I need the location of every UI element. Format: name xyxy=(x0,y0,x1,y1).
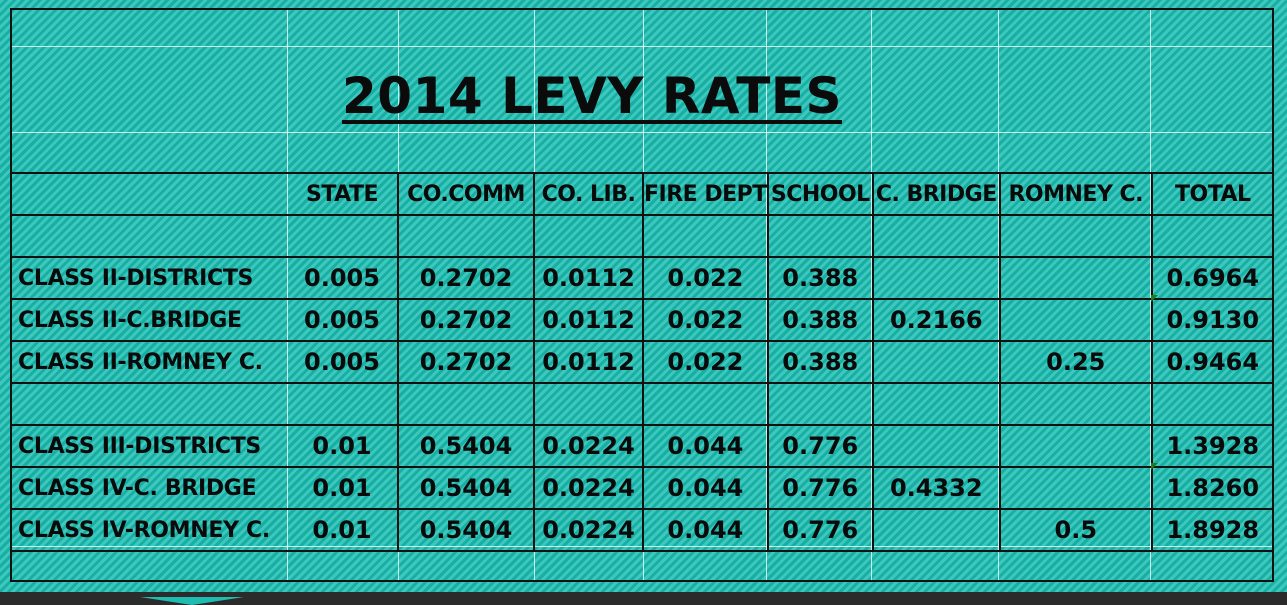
spacer-cell xyxy=(1152,215,1273,257)
cell-c-bridge xyxy=(872,341,1001,384)
header-co-lib: CO. LIB. xyxy=(534,172,644,216)
cell-c-bridge: 0.4332 xyxy=(872,467,1001,510)
cell-romney-c: 0.25 xyxy=(999,341,1153,384)
bottom-bar xyxy=(0,592,1287,605)
cell-total: 1.8928 xyxy=(1151,509,1273,552)
header-c-bridge: C. BRIDGE xyxy=(872,172,1001,216)
spacer-cell xyxy=(643,383,769,425)
header-romney-c: ROMNEY C. xyxy=(999,172,1153,216)
bottom-tab-notch xyxy=(140,597,244,605)
cell-total: 0.6964 xyxy=(1151,256,1273,300)
cell-state: 0.01 xyxy=(287,467,399,510)
grid-line xyxy=(12,46,1272,47)
table-row: CLASS II-ROMNEY C. 0.005 0.2702 0.0112 0… xyxy=(12,341,1273,384)
cell-co-lib: 0.0112 xyxy=(534,256,644,300)
cell-total: 1.8260 xyxy=(1151,467,1273,510)
header-total: TOTAL xyxy=(1151,172,1273,216)
cell-total: 1.3928 xyxy=(1151,424,1273,468)
cell-co-comm: 0.2702 xyxy=(398,256,535,300)
table-row: CLASS II-C.BRIDGE 0.005 0.2702 0.0112 0.… xyxy=(12,299,1273,342)
spacer-cell xyxy=(534,215,644,257)
cell-school: 0.388 xyxy=(767,341,874,384)
cell-co-lib: 0.0224 xyxy=(534,424,644,468)
header-row: STATE CO.COMM CO. LIB. FIRE DEPT SCHOOL … xyxy=(12,172,1273,216)
cell-co-comm: 0.5404 xyxy=(398,467,535,510)
cell-school: 0.776 xyxy=(767,509,874,552)
spacer-cell xyxy=(398,215,535,257)
row-label: CLASS IV-ROMNEY C. xyxy=(12,509,287,552)
cell-school: 0.388 xyxy=(767,256,874,300)
row-label: CLASS III-DISTRICTS xyxy=(12,424,287,468)
cell-co-lib: 0.0112 xyxy=(534,299,644,342)
spacer-cell xyxy=(12,383,287,425)
levy-rates-table: STATE CO.COMM CO. LIB. FIRE DEPT SCHOOL … xyxy=(12,172,1273,552)
page-title: 2014 LEVY RATES xyxy=(342,67,842,125)
cell-co-comm: 0.5404 xyxy=(398,509,535,552)
spacer-cell xyxy=(767,383,874,425)
table-row: CLASS III-DISTRICTS 0.01 0.5404 0.0224 0… xyxy=(12,424,1273,468)
cell-co-lib: 0.0112 xyxy=(534,341,644,384)
table-row: CLASS IV-ROMNEY C. 0.01 0.5404 0.0224 0.… xyxy=(12,509,1273,552)
cell-school: 0.776 xyxy=(767,467,874,510)
cell-co-comm: 0.2702 xyxy=(398,341,535,384)
spacer-cell xyxy=(398,383,535,425)
cell-c-bridge xyxy=(872,424,1001,468)
cell-fire-dept: 0.022 xyxy=(643,256,769,300)
cell-c-bridge xyxy=(872,509,1001,552)
spacer-cell xyxy=(12,215,287,257)
cell-co-lib: 0.0224 xyxy=(534,467,644,510)
spacer-row xyxy=(12,215,1273,257)
spacer-cell xyxy=(287,383,399,425)
cell-c-bridge: 0.2166 xyxy=(872,299,1001,342)
spacer-cell xyxy=(999,215,1153,257)
cell-c-bridge xyxy=(872,256,1001,300)
spacer-cell xyxy=(534,383,644,425)
cell-state: 0.005 xyxy=(287,299,399,342)
spacer-cell xyxy=(1152,383,1273,425)
row-label: CLASS II-DISTRICTS xyxy=(12,256,287,300)
cell-romney-c: 0.5 xyxy=(999,509,1153,552)
cell-school: 0.776 xyxy=(767,424,874,468)
cell-romney-c xyxy=(999,256,1153,300)
spacer-row xyxy=(12,383,1273,425)
cell-romney-c xyxy=(999,299,1153,342)
spacer-cell xyxy=(999,383,1153,425)
cell-fire-dept: 0.044 xyxy=(643,424,769,468)
cell-fire-dept: 0.044 xyxy=(643,509,769,552)
cell-fire-dept: 0.022 xyxy=(643,341,769,384)
header-school: SCHOOL xyxy=(767,172,874,216)
spacer-cell xyxy=(767,215,874,257)
comment-indicator-icon[interactable] xyxy=(1151,295,1158,302)
row-label: CLASS IV-C. BRIDGE xyxy=(12,467,287,510)
row-label: CLASS II-ROMNEY C. xyxy=(12,341,287,384)
cell-fire-dept: 0.044 xyxy=(643,467,769,510)
cell-state: 0.005 xyxy=(287,256,399,300)
cell-total: 0.9464 xyxy=(1151,341,1273,384)
header-label xyxy=(12,172,287,216)
header-state: STATE xyxy=(287,172,399,216)
cell-state: 0.01 xyxy=(287,509,399,552)
table-row: CLASS II-DISTRICTS 0.005 0.2702 0.0112 0… xyxy=(12,256,1273,300)
cell-co-comm: 0.2702 xyxy=(398,299,535,342)
cell-romney-c xyxy=(999,424,1153,468)
cell-fire-dept: 0.022 xyxy=(643,299,769,342)
cell-state: 0.005 xyxy=(287,341,399,384)
cell-co-lib: 0.0224 xyxy=(534,509,644,552)
cell-co-comm: 0.5404 xyxy=(398,424,535,468)
spacer-cell xyxy=(287,215,399,257)
row-label: CLASS II-C.BRIDGE xyxy=(12,299,287,342)
cell-state: 0.01 xyxy=(287,424,399,468)
cell-romney-c xyxy=(999,467,1153,510)
cell-school: 0.388 xyxy=(767,299,874,342)
spacer-cell xyxy=(872,215,1001,257)
grid-line xyxy=(12,132,1272,133)
header-co-comm: CO.COMM xyxy=(398,172,535,216)
spacer-cell xyxy=(872,383,1001,425)
cell-total: 0.9130 xyxy=(1151,299,1273,342)
comment-indicator-icon[interactable] xyxy=(1151,463,1158,470)
spacer-cell xyxy=(643,215,769,257)
table-row: CLASS IV-C. BRIDGE 0.01 0.5404 0.0224 0.… xyxy=(12,467,1273,510)
header-fire-dept: FIRE DEPT xyxy=(643,172,769,216)
